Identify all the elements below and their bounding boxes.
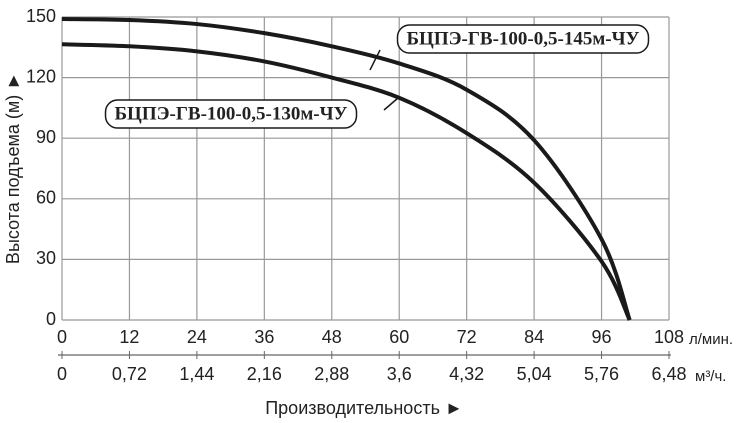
x-tick-label: 108 — [654, 327, 684, 347]
annotation: БЦПЭ-ГВ-100-0,5-145м-ЧУ — [407, 28, 640, 49]
x-tick-label: 12 — [119, 327, 139, 347]
x2-tick-label: 2,88 — [314, 364, 349, 384]
y-tick-label: 0 — [46, 309, 56, 329]
x2-tick-label: 6,48 — [651, 364, 686, 384]
x-axis-title: Производительность ► — [265, 398, 463, 418]
annotation-box — [396, 24, 650, 54]
x-tick-label: 84 — [524, 327, 544, 347]
x2-tick-label: 0,72 — [112, 364, 147, 384]
x-tick-label: 48 — [322, 327, 342, 347]
annotation-box — [104, 99, 358, 129]
annotation: БЦПЭ-ГВ-100-0,5-130м-ЧУ — [115, 103, 348, 124]
x2-tick-label: 0 — [57, 364, 67, 384]
x-tick-label: 72 — [457, 327, 477, 347]
y-tick-label: 120 — [26, 66, 56, 86]
y-tick-label: 90 — [36, 127, 56, 147]
x2-tick-label: 2,16 — [247, 364, 282, 384]
x-unit: л/мин. — [689, 331, 733, 348]
x2-unit: м³/ч. — [695, 368, 726, 385]
x-tick-label: 0 — [57, 327, 67, 347]
x2-tick-label: 3,6 — [387, 364, 412, 384]
x2-tick-label: 5,76 — [584, 364, 619, 384]
y-tick-label: 60 — [36, 188, 56, 208]
curve — [61, 17, 632, 321]
x-tick-label: 36 — [254, 327, 274, 347]
x2-tick-label: 4,32 — [449, 364, 484, 384]
y-tick-label: 30 — [36, 248, 56, 268]
x2-tick-label: 1,44 — [179, 364, 214, 384]
curve — [61, 42, 632, 321]
y-axis-title: Высота подъема (м) ► — [3, 72, 23, 264]
x-tick-label: 60 — [389, 327, 409, 347]
leader-line — [383, 97, 399, 111]
leader-line — [369, 49, 381, 71]
x-tick-label: 24 — [187, 327, 207, 347]
x2-tick-label: 5,04 — [517, 364, 552, 384]
y-tick-label: 150 — [26, 6, 56, 26]
x-tick-label: 96 — [592, 327, 612, 347]
